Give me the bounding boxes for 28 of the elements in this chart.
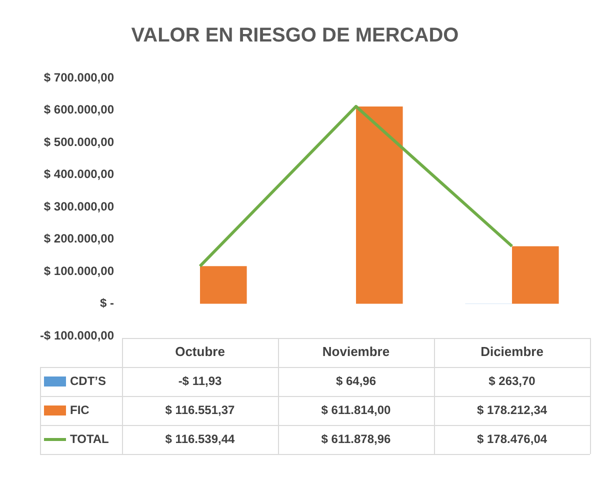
legend-label: CDT’S bbox=[70, 374, 106, 388]
data-label: $ 178.476,04 bbox=[476, 432, 548, 446]
y-tick-label: $ 400.000,00 bbox=[44, 167, 114, 182]
legend-label: TOTAL bbox=[70, 432, 109, 446]
data-label: $ 116.551,37 bbox=[165, 402, 236, 417]
x-tick-label: Noviembre bbox=[322, 344, 390, 360]
data-label: $ 178.212,34 bbox=[476, 402, 548, 417]
data-label: $ 611.878,96 bbox=[321, 432, 392, 446]
data-label: -$ 11,93 bbox=[178, 374, 222, 388]
y-tick-label: $ 200.000,00 bbox=[44, 232, 114, 246]
data-label: $ 263,70 bbox=[488, 374, 536, 388]
y-tick-label: $ 500.000,00 bbox=[44, 134, 114, 149]
x-tick-label: Octubre bbox=[175, 344, 225, 360]
data-label: $ 64,96 bbox=[336, 374, 376, 388]
bar bbox=[356, 106, 403, 304]
data-label: $ 116.539,44 bbox=[165, 432, 236, 446]
bar bbox=[200, 266, 247, 304]
y-tick-label: $ - bbox=[100, 296, 114, 310]
chart-title: VALOR EN RIESGO DE MERCADO bbox=[131, 24, 459, 47]
y-tick-label: $ 300.000,00 bbox=[44, 199, 114, 214]
y-tick-label: $ 600.000,00 bbox=[44, 102, 114, 117]
y-tick-label: $ 700.000,00 bbox=[44, 70, 114, 84]
x-tick-label: Diciembre bbox=[480, 344, 544, 360]
y-tick-label: -$ 100.000,00 bbox=[40, 328, 114, 342]
bar bbox=[512, 246, 559, 304]
data-label: $ 611.814,00 bbox=[321, 402, 392, 417]
legend-label: FIC bbox=[70, 402, 90, 417]
y-tick-label: $ 100.000,00 bbox=[44, 264, 114, 278]
